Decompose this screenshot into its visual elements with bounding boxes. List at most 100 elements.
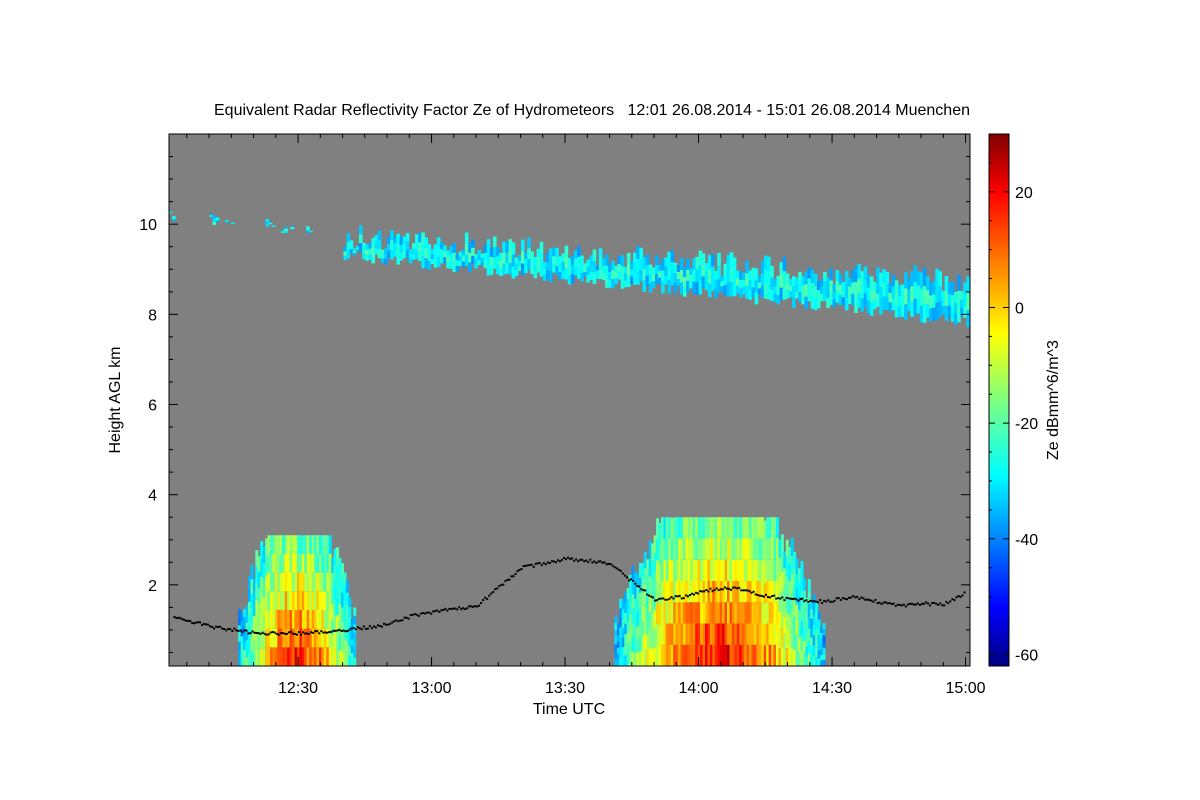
convective-column <box>240 621 244 629</box>
cirrus-column <box>570 274 575 284</box>
cirrus-column <box>383 247 388 254</box>
cirrus-column <box>645 264 650 276</box>
convective-column <box>338 604 342 620</box>
cirrus-column <box>399 244 404 253</box>
cirrus-column <box>860 284 865 299</box>
cirrus-column <box>922 286 927 305</box>
cloud-base-point <box>660 597 663 600</box>
cirrus-column <box>760 261 765 274</box>
cirrus-column <box>907 300 911 312</box>
cirrus-column <box>701 253 706 265</box>
convective-column <box>682 580 686 603</box>
convective-column <box>262 545 266 564</box>
convective-column <box>768 517 772 539</box>
convective-column <box>314 572 318 592</box>
convective-column <box>340 622 344 637</box>
cirrus-column <box>804 296 809 310</box>
convective-column <box>680 517 684 539</box>
convective-column <box>788 631 792 649</box>
cloud-base-point <box>797 599 800 602</box>
convective-column <box>326 609 330 629</box>
convective-column <box>727 580 731 603</box>
convective-column <box>731 538 735 560</box>
cloud-base-point <box>725 587 728 590</box>
cirrus-column <box>913 281 918 299</box>
convective-column <box>338 557 342 574</box>
convective-column <box>621 647 625 657</box>
cloud-base-point <box>316 630 319 633</box>
cirrus-column <box>346 250 351 259</box>
convective-column <box>321 609 325 629</box>
cirrus-column <box>577 256 581 268</box>
convective-column <box>641 577 645 593</box>
cloud-base-point <box>464 608 467 611</box>
cloud-base-point <box>306 632 309 635</box>
convective-column <box>685 623 689 645</box>
convective-column <box>282 572 286 592</box>
convective-column <box>643 600 647 618</box>
cirrus-column <box>676 264 681 272</box>
convective-column <box>717 517 721 539</box>
cirrus-column <box>897 295 902 307</box>
cirrus-column <box>916 299 921 314</box>
convective-column <box>318 628 322 648</box>
convective-column <box>614 651 618 659</box>
cirrus-column <box>306 226 310 229</box>
convective-column <box>270 553 274 573</box>
cirrus-column <box>901 295 905 306</box>
cirrus-column <box>829 268 833 281</box>
cirrus-column <box>489 247 494 257</box>
cirrus-column <box>365 255 369 261</box>
cirrus-column <box>623 266 628 274</box>
cirrus-column <box>461 249 466 256</box>
cirrus-column <box>916 285 921 300</box>
convective-column <box>793 584 797 601</box>
cloud-base-point <box>662 597 665 600</box>
convective-column <box>793 568 797 585</box>
convective-column <box>634 625 638 640</box>
convective-column <box>798 610 802 625</box>
convective-column <box>749 538 753 560</box>
cirrus-column <box>349 244 354 250</box>
cirrus-column <box>533 256 538 264</box>
cirrus-column <box>788 285 793 292</box>
cirrus-column <box>458 251 463 257</box>
colorbar-tick-label: -60 <box>1015 647 1038 664</box>
convective-column <box>800 576 804 592</box>
cloud-base-point <box>304 632 307 635</box>
cirrus-column <box>851 293 855 306</box>
convective-column <box>775 644 779 666</box>
convective-column <box>810 618 814 629</box>
cloud-base-point <box>961 594 964 597</box>
cirrus-column <box>421 244 425 257</box>
cloud-base-point <box>354 628 357 631</box>
cloud-base-point <box>285 632 288 635</box>
cloud-base-point <box>648 594 651 597</box>
cirrus-column <box>798 271 802 282</box>
cirrus-column <box>393 236 397 244</box>
cloud-base-point <box>181 618 184 621</box>
convective-column <box>734 538 738 560</box>
cirrus-column <box>851 270 855 283</box>
convective-column <box>670 581 674 603</box>
cirrus-column <box>461 255 466 262</box>
cloud-base-point <box>963 591 966 594</box>
cloud-base-point <box>781 596 784 599</box>
cirrus-column <box>452 262 457 272</box>
cloud-base-point <box>403 616 406 619</box>
convective-column <box>306 591 310 610</box>
cirrus-column <box>682 276 687 287</box>
cirrus-column <box>605 254 609 266</box>
convective-column <box>712 559 716 581</box>
cirrus-column <box>424 247 429 259</box>
cirrus-column <box>885 297 890 310</box>
convective-column <box>680 602 684 624</box>
convective-column <box>624 591 628 603</box>
cirrus-column <box>620 255 625 267</box>
cloud-base-point <box>324 631 327 634</box>
convective-column <box>634 572 638 586</box>
convective-column <box>255 649 259 666</box>
convective-column <box>631 594 635 609</box>
cirrus-column <box>929 282 933 296</box>
convective-column <box>238 641 242 650</box>
